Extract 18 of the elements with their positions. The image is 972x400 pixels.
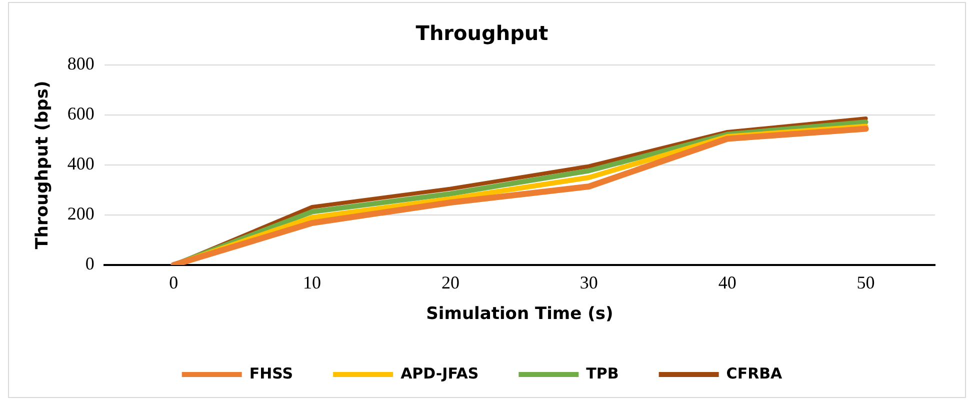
x-axis-title: Simulation Time (s) (426, 304, 614, 324)
x-tick-label: 0 (169, 272, 178, 293)
y-tick-label: 600 (67, 104, 94, 124)
y-tick-label: 800 (67, 54, 94, 74)
legend-label: TPB (586, 364, 619, 382)
y-axis-title: Throughput (bps) (32, 80, 53, 250)
y-tick-label: 0 (85, 254, 94, 274)
y-tick-label: 400 (67, 154, 94, 174)
x-tick-label: 20 (441, 272, 460, 293)
x-tick-label: 50 (856, 272, 875, 293)
y-tick-label: 200 (67, 204, 94, 224)
x-tick-label: 10 (303, 272, 322, 293)
legend-label: APD-JFAS (400, 364, 479, 382)
legend-label: CFRBA (726, 364, 783, 382)
chart-title: Throughput (416, 21, 549, 46)
legend-label: FHSS (249, 364, 294, 382)
x-tick-label: 30 (580, 272, 598, 293)
x-tick-label: 40 (718, 272, 736, 293)
